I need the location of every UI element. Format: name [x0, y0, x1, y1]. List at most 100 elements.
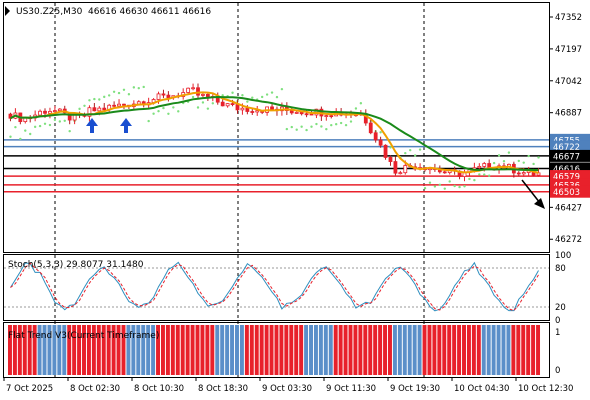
flat-trend-bar: [200, 325, 205, 375]
candle-body[interactable]: [201, 94, 205, 96]
flat-trend-bar: [8, 325, 12, 375]
candle-body[interactable]: [245, 107, 250, 112]
candle-body[interactable]: [289, 110, 294, 114]
projection-line: [521, 179, 541, 204]
candle-body[interactable]: [477, 165, 482, 169]
sar-dot: [103, 95, 106, 99]
candle-body[interactable]: [299, 112, 304, 115]
candle-body[interactable]: [235, 104, 240, 111]
sar-dot: [152, 112, 155, 115]
candle-body[interactable]: [521, 172, 526, 175]
flat-trend-bar: [126, 325, 131, 375]
candle-body[interactable]: [97, 107, 102, 112]
flat-trend-bar: [146, 325, 151, 375]
candle-body[interactable]: [48, 111, 52, 114]
sar-dot: [532, 162, 535, 166]
candle-body[interactable]: [304, 113, 309, 116]
collapse-triangle-icon[interactable]: [5, 6, 10, 16]
candle-body[interactable]: [383, 144, 388, 158]
candle-body[interactable]: [57, 108, 62, 112]
sar-dot: [359, 102, 363, 105]
candle-body[interactable]: [255, 110, 260, 113]
candle-body[interactable]: [102, 107, 107, 111]
candle-body[interactable]: [161, 93, 166, 96]
flat-trend-bar: [215, 325, 220, 375]
candle-body[interactable]: [403, 165, 408, 174]
candle-body[interactable]: [191, 87, 195, 90]
flat-trend-bar: [343, 325, 348, 375]
candle-body[interactable]: [220, 101, 225, 107]
candle-body[interactable]: [166, 94, 171, 99]
flat-trend-bar: [32, 325, 37, 375]
sar-dot: [48, 123, 52, 127]
candle-body[interactable]: [393, 161, 398, 174]
flat-trend-bar: [86, 325, 91, 375]
flat-trend-bar: [289, 325, 294, 375]
candle-body[interactable]: [442, 171, 447, 174]
flat-trend-bar: [481, 325, 486, 375]
sar-dot: [492, 161, 496, 165]
sar-dot: [68, 129, 71, 133]
candle-body[interactable]: [388, 157, 393, 162]
time-label: 8 Oct 18:30: [198, 384, 248, 394]
sar-dot: [107, 94, 111, 97]
candle-body[interactable]: [156, 93, 161, 100]
candle-body[interactable]: [373, 132, 378, 141]
candle-body[interactable]: [230, 103, 235, 106]
level-tag-label: 46677: [553, 152, 580, 162]
candle-body[interactable]: [294, 112, 299, 114]
candle-body[interactable]: [324, 115, 329, 118]
flat-trend-bar: [506, 325, 511, 375]
flat-trend-bar: [77, 325, 82, 375]
sar-dot: [157, 109, 160, 113]
candle-body[interactable]: [122, 103, 126, 106]
candle-body[interactable]: [378, 139, 383, 146]
flat-trend-bar: [82, 325, 86, 375]
candle-body[interactable]: [112, 104, 117, 107]
candle-body[interactable]: [368, 122, 373, 134]
candle-body[interactable]: [329, 115, 334, 118]
candle-body[interactable]: [225, 103, 230, 107]
candle-body[interactable]: [398, 172, 403, 175]
sar-dot: [433, 185, 437, 188]
candle-body[interactable]: [482, 163, 487, 167]
flat-trend-bar: [501, 325, 506, 375]
flat-trend-bar: [358, 325, 363, 375]
candle-body[interactable]: [270, 106, 274, 110]
candle-body[interactable]: [196, 87, 200, 96]
flat-trend-bar: [27, 325, 32, 375]
candle-body[interactable]: [240, 107, 245, 111]
candle-body[interactable]: [186, 87, 191, 93]
sar-dot: [453, 184, 456, 188]
candle-body[interactable]: [8, 113, 13, 119]
candle-body[interactable]: [250, 111, 255, 113]
sar-dot: [117, 91, 121, 95]
candle-body[interactable]: [87, 107, 92, 117]
candle-body[interactable]: [516, 172, 521, 175]
candle-body[interactable]: [309, 113, 314, 116]
candle-body[interactable]: [52, 110, 57, 113]
sar-dot: [497, 154, 501, 157]
sar-dot: [334, 123, 338, 126]
candle-body[interactable]: [117, 103, 121, 107]
candle-body[interactable]: [38, 110, 42, 116]
sar-dot: [428, 181, 432, 184]
time-label: 10 Oct 12:30: [518, 384, 573, 394]
flat-trend-bar: [279, 325, 284, 375]
candle-body[interactable]: [536, 172, 541, 176]
candle-body[interactable]: [92, 107, 97, 112]
flat-trend-bar: [180, 325, 185, 375]
flat-trend-bar: [239, 325, 244, 375]
candle-body[interactable]: [43, 110, 47, 114]
flat-trend-bar: [383, 325, 388, 375]
sar-dot: [241, 94, 244, 97]
sar-dot: [58, 120, 62, 123]
sar-dot: [325, 127, 328, 131]
flat-trend-bar: [392, 325, 397, 375]
flat-trend-tick-label: 0: [555, 366, 560, 376]
level-tag-label: 46722: [553, 143, 580, 153]
buy-arrow-icon: [120, 118, 132, 133]
sar-dot: [33, 125, 37, 129]
flat-trend-bar: [230, 325, 235, 375]
